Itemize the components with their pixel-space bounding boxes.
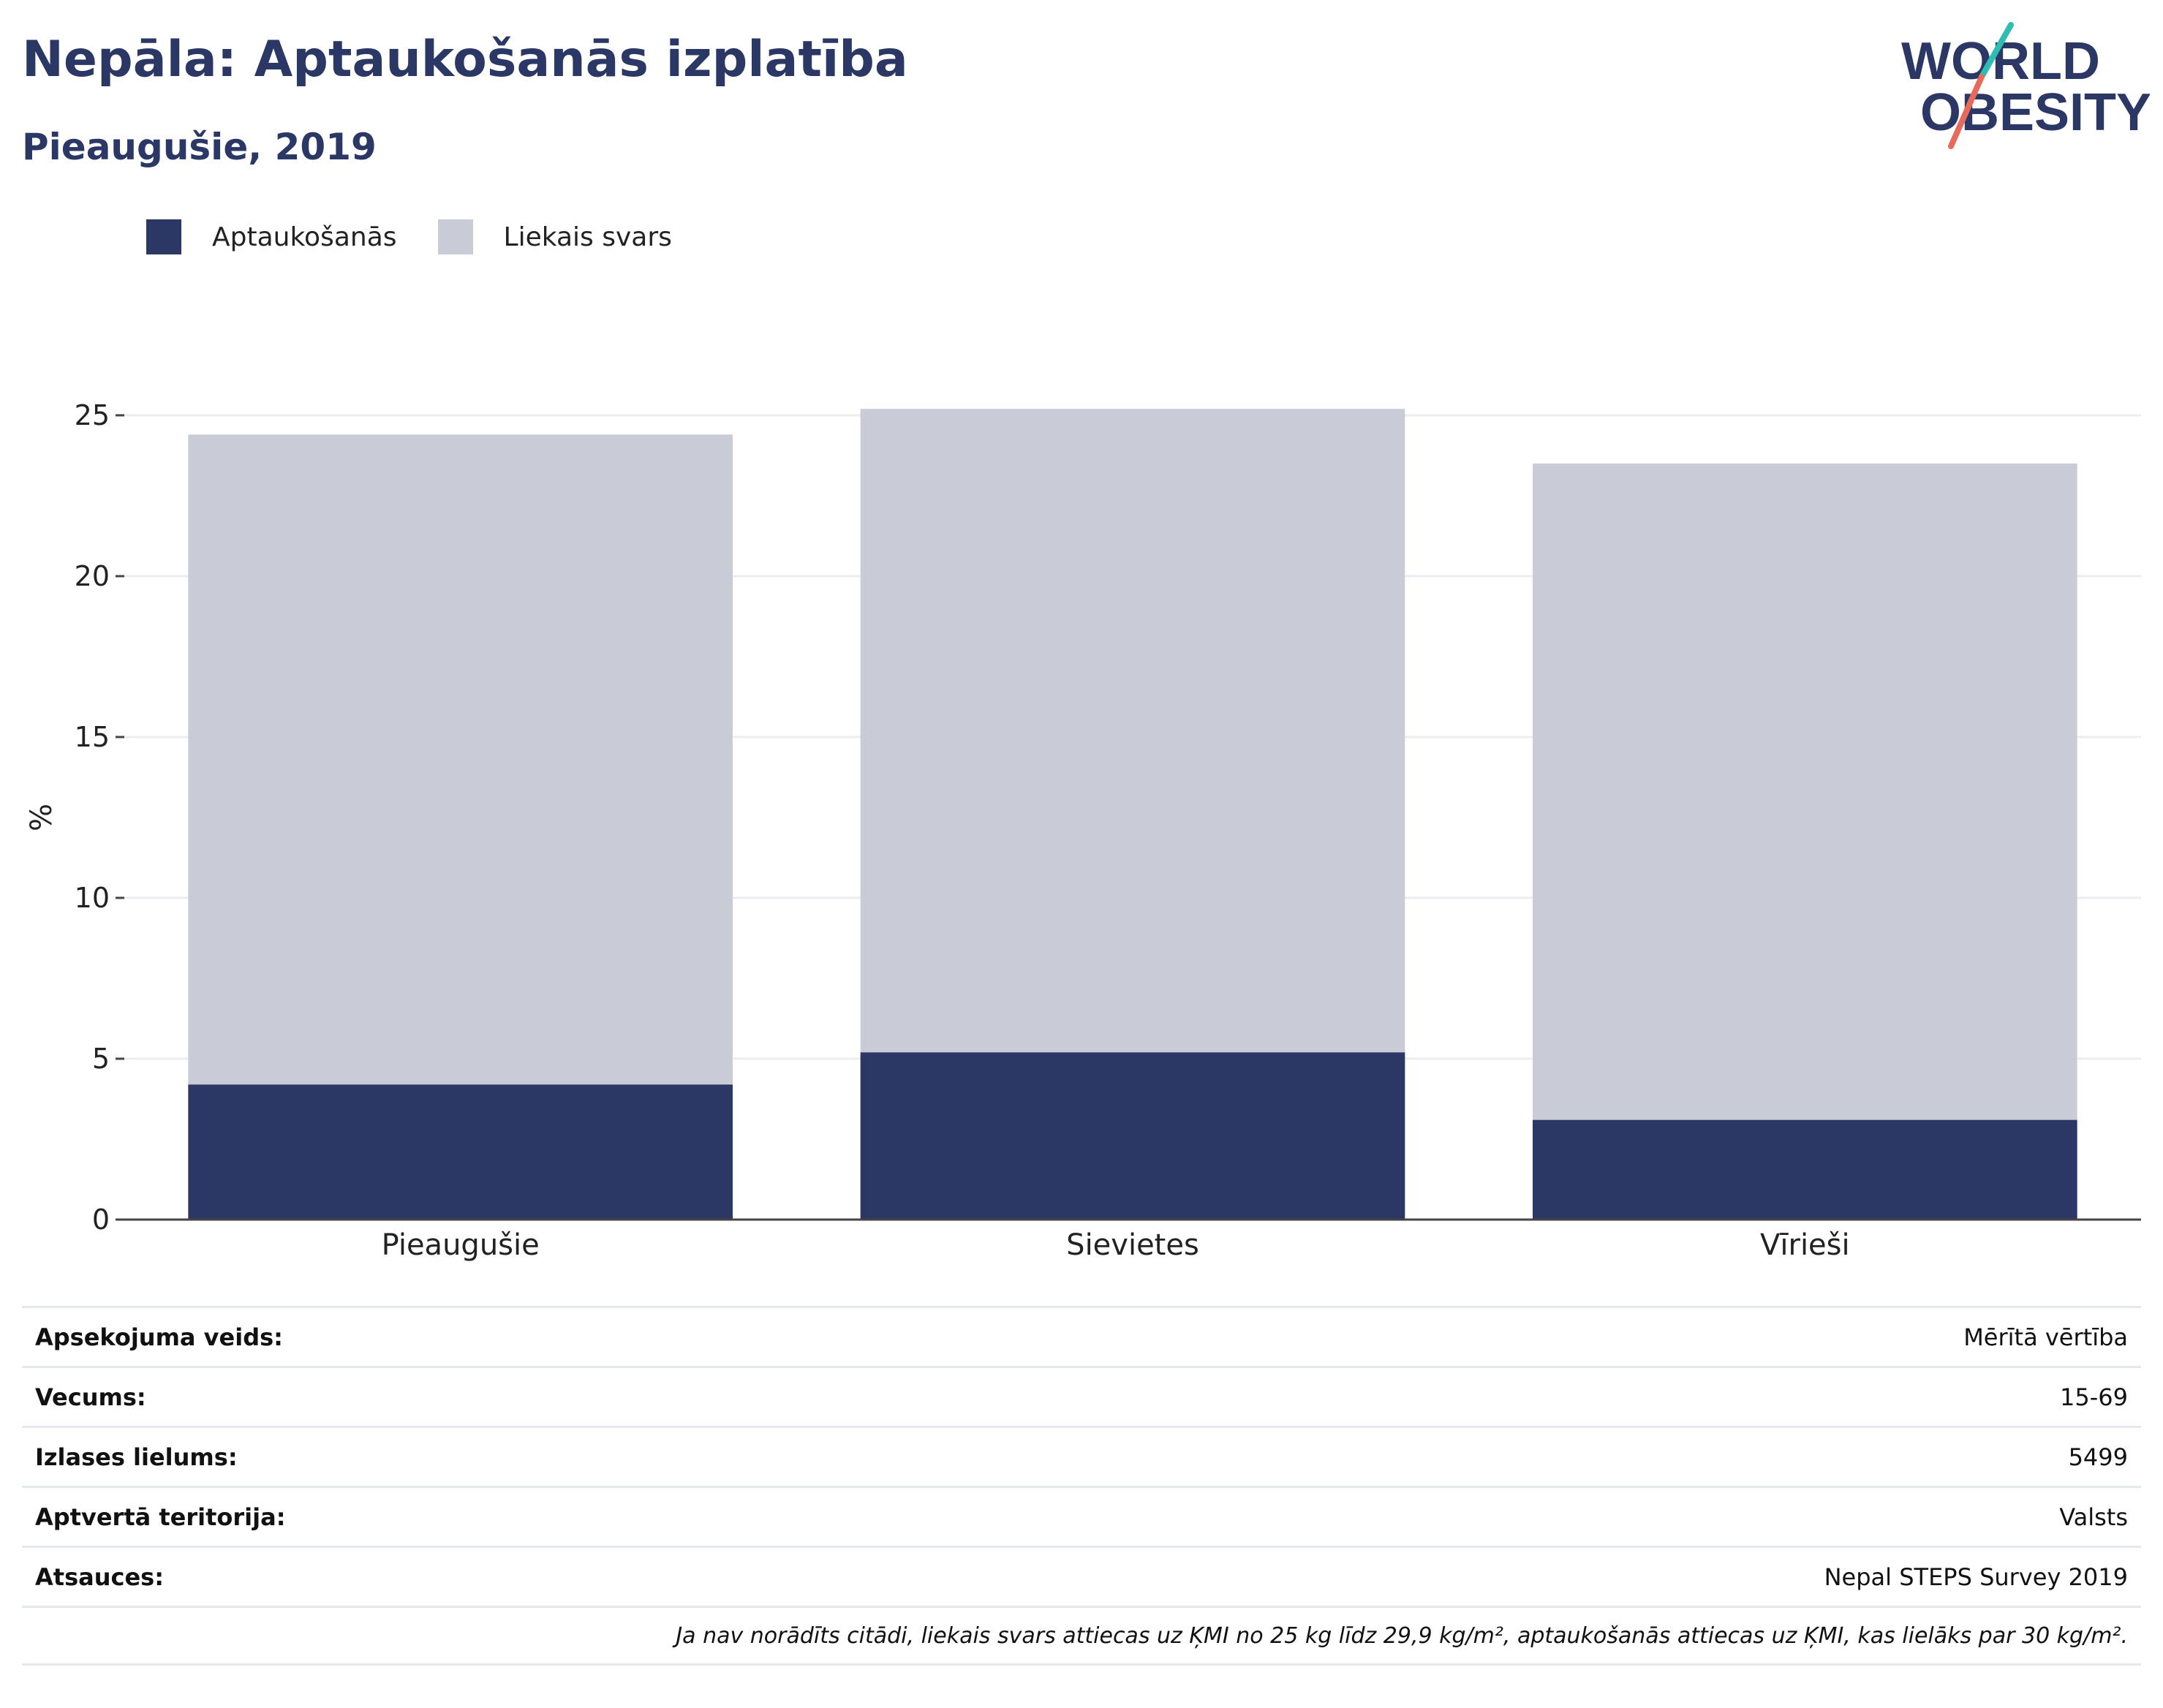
x-tick-label: Sievietes bbox=[1066, 1228, 1199, 1262]
y-tick-label: 20 bbox=[75, 560, 110, 592]
y-tick-label: 5 bbox=[92, 1043, 110, 1075]
bar-obesity-3 bbox=[1533, 1119, 2077, 1220]
info-row-survey-type: Apsekojuma veids: Mērītā vērtība bbox=[22, 1306, 2141, 1366]
world-obesity-logo: WORLD OBESITY bbox=[1901, 22, 2150, 149]
legend: Aptaukošanās Liekais svars bbox=[146, 216, 713, 257]
legend-item-overweight[interactable]: Liekais svars bbox=[437, 219, 672, 254]
legend-swatch-overweight bbox=[437, 219, 473, 254]
bar-chart: 0 5 10 15 20 25% Pieaugušie Sievietes Vīrieši bbox=[25, 399, 2141, 1262]
legend-swatch-obesity bbox=[146, 219, 181, 254]
info-row-coverage: Aptvertā teritorija: Valsts bbox=[22, 1486, 2141, 1546]
info-row-age: Vecums: 15-69 bbox=[22, 1366, 2141, 1426]
info-key: Izlases lielums: bbox=[35, 1443, 238, 1471]
bar-obesity-1 bbox=[188, 1084, 733, 1220]
y-axis-label: % bbox=[25, 804, 58, 831]
page-title: Nepāla: Aptaukošanās izplatība bbox=[22, 31, 908, 88]
y-tick-label: 15 bbox=[75, 721, 110, 753]
logo-slash-coral bbox=[1948, 74, 1985, 149]
info-key: Vecums: bbox=[35, 1383, 146, 1411]
info-row-references: Atsauces: Nepal STEPS Survey 2019 bbox=[22, 1546, 2141, 1606]
info-row-note: Ja nav norādīts citādi, liekais svars at… bbox=[22, 1606, 2141, 1666]
legend-label-obesity: Aptaukošanās bbox=[212, 222, 397, 252]
info-value: 15-69 bbox=[2060, 1383, 2128, 1411]
logo-slash-teal bbox=[1979, 22, 2014, 80]
legend-item-obesity[interactable]: Aptaukošanās bbox=[146, 219, 397, 254]
info-value[interactable]: Nepal STEPS Survey 2019 bbox=[1824, 1562, 2128, 1591]
info-value: 5499 bbox=[2068, 1443, 2128, 1471]
y-tick-label: 0 bbox=[92, 1203, 110, 1236]
y-tick-label: 10 bbox=[75, 882, 110, 914]
info-value: Mērītā vērtība bbox=[1963, 1323, 2128, 1351]
bar-obesity-2 bbox=[860, 1052, 1405, 1220]
info-value: Valsts bbox=[2059, 1503, 2128, 1531]
x-tick-label: Pieaugušie bbox=[382, 1228, 540, 1262]
info-key: Atsauces: bbox=[35, 1562, 164, 1591]
legend-label-overweight: Liekais svars bbox=[503, 222, 672, 252]
bar-overweight-1 bbox=[188, 434, 733, 1085]
info-key: Apsekojuma veids: bbox=[35, 1323, 283, 1351]
info-table: Apsekojuma veids: Mērītā vērtība Vecums:… bbox=[22, 1306, 2141, 1666]
page-subtitle: Pieaugušie, 2019 bbox=[22, 126, 377, 168]
bar-overweight-3 bbox=[1533, 464, 2077, 1120]
bar-overweight-2 bbox=[860, 409, 1405, 1053]
x-tick-label: Vīrieši bbox=[1760, 1228, 1850, 1262]
info-key: Aptvertā teritorija: bbox=[35, 1503, 286, 1531]
footnote: Ja nav norādīts citādi, liekais svars at… bbox=[676, 1622, 2128, 1649]
info-row-sample-size: Izlases lielums: 5499 bbox=[22, 1426, 2141, 1486]
y-tick-label: 25 bbox=[75, 399, 110, 431]
